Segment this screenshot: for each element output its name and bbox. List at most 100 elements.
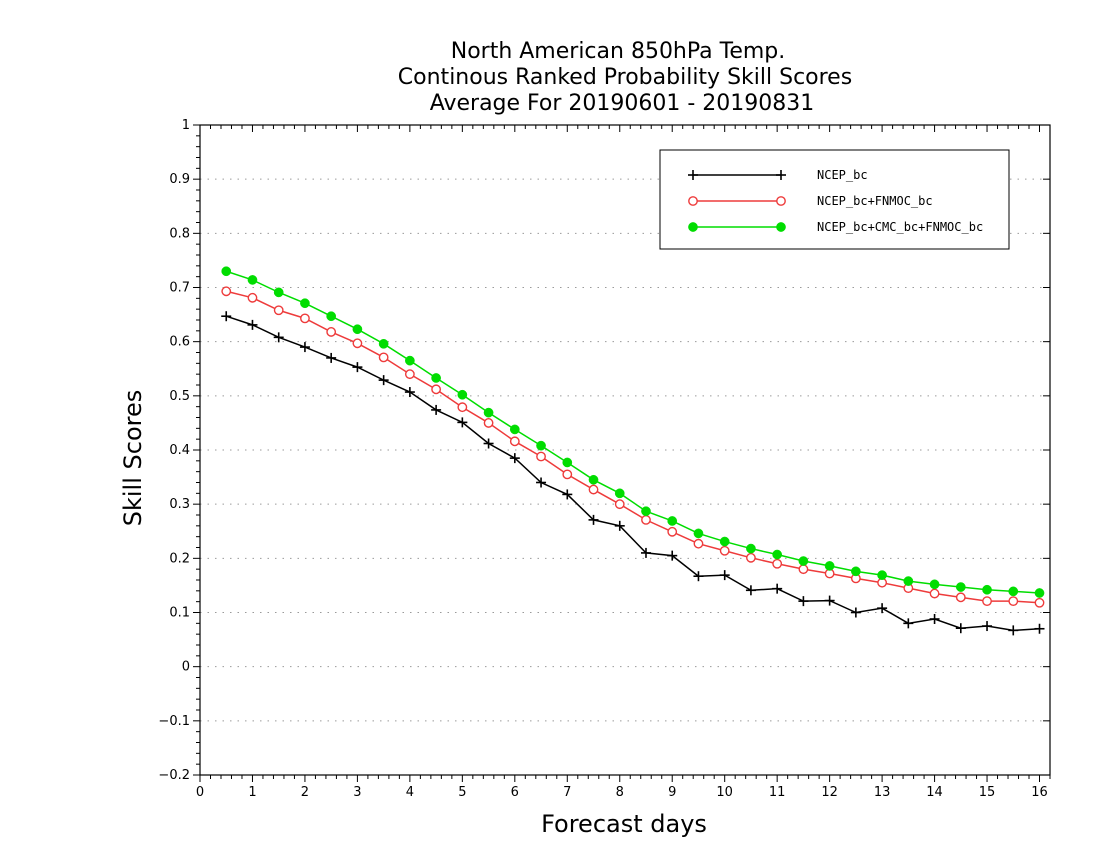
data-point [221, 266, 232, 277]
data-point [221, 286, 232, 297]
y-tick-label: 0.3 [169, 497, 190, 512]
x-tick-label: 14 [926, 785, 943, 800]
x-tick-label: 5 [458, 785, 466, 800]
x-tick-label: 15 [979, 785, 996, 800]
data-point [798, 596, 809, 607]
data-point [326, 352, 337, 363]
data-point [1034, 623, 1045, 634]
y-tick-label: −0.1 [158, 714, 190, 729]
data-point [378, 375, 389, 386]
x-tick-label: 7 [563, 785, 571, 800]
data-point [509, 453, 520, 464]
legend-marker [776, 170, 786, 180]
data-point [431, 384, 442, 395]
data-point [509, 436, 520, 447]
data-point [746, 552, 756, 563]
data-point [1008, 625, 1019, 636]
x-tick-label: 3 [353, 785, 361, 800]
series-line [226, 290, 1040, 604]
data-point [824, 595, 835, 606]
x-tick-label: 8 [616, 785, 624, 800]
y-tick-label: 0.7 [169, 281, 190, 296]
data-point [824, 561, 835, 571]
data-point [483, 418, 494, 428]
data-point [614, 499, 625, 510]
data-point [1034, 597, 1045, 608]
data-point [772, 549, 783, 560]
data-point [326, 327, 337, 337]
series-group [221, 266, 1045, 636]
data-point [798, 556, 809, 566]
data-point [719, 545, 730, 556]
x-tick-label: 11 [769, 785, 786, 800]
legend-marker [776, 196, 786, 206]
data-point [378, 338, 389, 349]
data-point [536, 477, 547, 488]
x-tick-label: 2 [301, 785, 309, 800]
data-point [877, 570, 887, 580]
data-point [405, 355, 415, 366]
data-point [1034, 588, 1045, 598]
x-tick-label: 16 [1031, 785, 1048, 800]
x-tick-label: 9 [668, 785, 676, 800]
series-2 [221, 286, 1045, 608]
legend-label: NCEP_bc+FNMOC_bc [817, 194, 933, 208]
data-point [588, 514, 599, 525]
data-point [641, 506, 651, 517]
data-point [746, 543, 756, 554]
data-point [955, 582, 966, 592]
chart-title-line-1: North American 850hPa Temp. [451, 39, 786, 64]
data-point [483, 407, 494, 418]
data-point [247, 292, 258, 303]
data-point [1008, 586, 1019, 597]
data-point [562, 457, 573, 468]
legend: NCEP_bc NCEP_bc+FNMOC_bc NCEP_bc+CMC_bc+FN… [659, 149, 1010, 250]
y-tick-label: 0.2 [169, 551, 190, 566]
data-point [693, 571, 704, 582]
data-point [352, 324, 363, 335]
y-tick-label: 0.1 [169, 606, 190, 621]
data-point [562, 469, 573, 480]
data-point [640, 547, 651, 558]
data-point [536, 440, 546, 451]
series-line [225, 315, 1040, 632]
data-point [982, 621, 993, 632]
data-point [588, 484, 599, 495]
chart-title-line-3: Average For 20190601 - 20190831 [430, 91, 815, 116]
legend-marker [688, 170, 698, 180]
data-point [641, 514, 651, 525]
data-point [273, 332, 284, 343]
data-point [614, 520, 625, 531]
data-point [509, 424, 520, 435]
x-tick-label: 1 [248, 785, 256, 800]
data-point [903, 618, 914, 629]
data-point [667, 550, 678, 561]
legend-entry-2: NCEP_bc+FNMOC_bc [688, 194, 933, 208]
data-point [404, 387, 415, 398]
data-point [982, 596, 992, 607]
data-point [404, 369, 415, 380]
x-tick-label: 10 [716, 785, 733, 800]
data-point [562, 489, 573, 500]
series-line [225, 270, 1040, 594]
series-1 [221, 311, 1045, 636]
x-tick-label: 4 [406, 785, 414, 800]
legend-marker [688, 222, 698, 232]
series-3 [221, 266, 1045, 598]
data-point [955, 592, 966, 603]
data-point [300, 298, 310, 309]
chart-title: North American 850hPa Temp. Continous Ra… [398, 39, 852, 116]
data-point [431, 404, 442, 415]
y-tick-label: 0.8 [169, 226, 190, 241]
data-point [719, 536, 730, 547]
data-point [273, 287, 284, 298]
data-point [667, 526, 678, 537]
data-point [850, 607, 861, 618]
y-axis-label: Skill Scores [119, 390, 147, 527]
y-tick-label: 0.4 [169, 443, 190, 458]
axes: −0.2−0.100.10.20.30.40.50.60.70.80.910 1 2… [158, 118, 1051, 800]
data-point [457, 402, 468, 413]
data-point [851, 566, 861, 577]
data-point [431, 373, 441, 383]
